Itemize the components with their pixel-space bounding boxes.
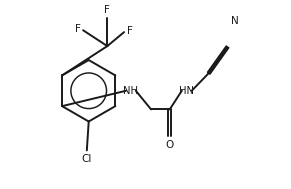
Text: F: F <box>104 5 110 15</box>
Text: F: F <box>127 26 133 36</box>
Text: F: F <box>75 24 81 34</box>
Text: O: O <box>166 140 174 150</box>
Text: N: N <box>231 16 239 26</box>
Text: HN: HN <box>179 86 194 96</box>
Text: NH: NH <box>123 86 138 96</box>
Text: Cl: Cl <box>82 154 92 164</box>
